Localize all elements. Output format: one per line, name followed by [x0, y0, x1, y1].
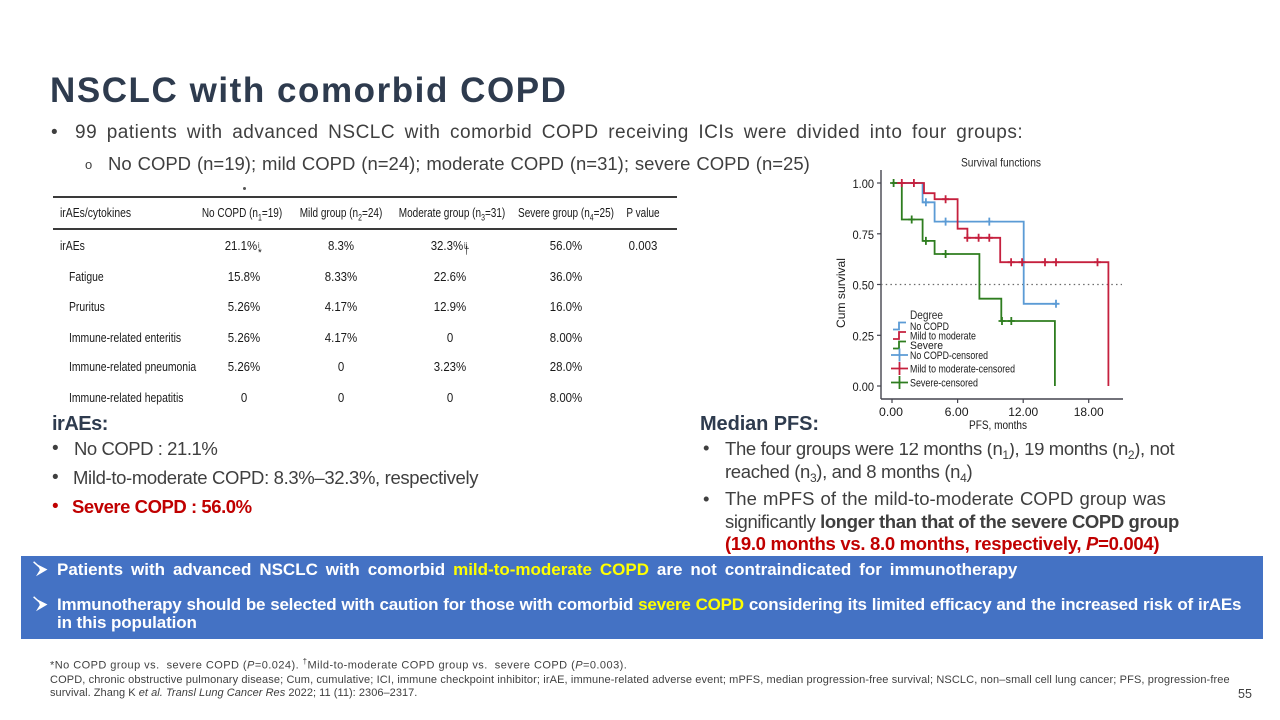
svg-text:Cum survival: Cum survival: [834, 258, 848, 328]
svg-text:No COPD-censored: No COPD-censored: [910, 350, 988, 362]
svg-text:Degree: Degree: [910, 308, 943, 322]
svg-text:Severe-censored: Severe-censored: [910, 378, 978, 390]
svg-text:No COPD: No COPD: [910, 321, 949, 333]
svg-text:Mild to moderate-censored: Mild to moderate-censored: [910, 364, 1015, 376]
svg-text:1.00: 1.00: [853, 177, 875, 191]
svg-text:6.00: 6.00: [945, 405, 969, 419]
svg-text:0.50: 0.50: [853, 279, 875, 293]
svg-text:PFS, months: PFS, months: [969, 418, 1027, 432]
svg-text:Survival functions: Survival functions: [961, 156, 1041, 170]
svg-text:12.00: 12.00: [1008, 405, 1038, 419]
svg-text:Mild to moderate: Mild to moderate: [910, 331, 976, 343]
svg-text:0.75: 0.75: [853, 228, 875, 242]
svg-text:0.00: 0.00: [879, 405, 903, 419]
svg-text:0.25: 0.25: [853, 329, 875, 343]
svg-text:18.00: 18.00: [1074, 405, 1104, 419]
svg-text:Severe: Severe: [910, 340, 943, 352]
svg-text:0.00: 0.00: [853, 380, 875, 394]
